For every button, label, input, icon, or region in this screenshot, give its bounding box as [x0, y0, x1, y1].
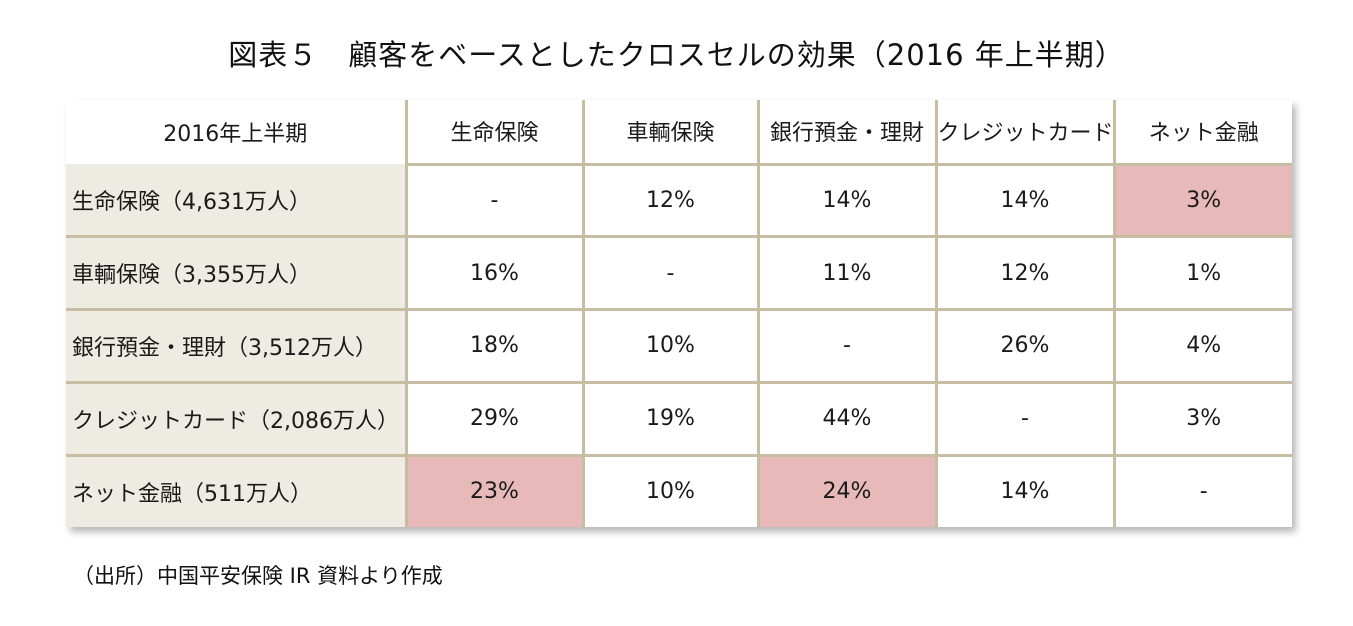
table-cell: -	[934, 380, 1116, 457]
column-header: 銀行預金・理財	[756, 100, 938, 164]
corner-header: 2016年上半期	[66, 100, 408, 164]
cross-sell-table: 2016年上半期 生命保険 車輌保険 銀行預金・理財 クレジットカード ネット金…	[66, 100, 1292, 527]
table-cell: -	[404, 162, 585, 239]
table-cell: 44%	[756, 380, 938, 457]
table-cell: 26%	[934, 308, 1116, 384]
table-row: 銀行預金・理財（3,512万人） 18% 10% -26% 4%	[66, 308, 1292, 384]
table-cell: -	[756, 308, 938, 384]
table-cell: 10%	[581, 453, 760, 527]
page-title: 図表５ 顧客をベースとしたクロスセルの効果（2016 年上半期）	[228, 38, 1125, 72]
table-body: 生命保険（4,631万人） -12% 14% 14% 3% 車輌保険（3,355万人） 16…	[66, 162, 1292, 527]
column-header: 生命保険	[404, 100, 585, 164]
table-cell: 19%	[581, 380, 760, 457]
column-header: ネット金融	[1112, 100, 1292, 164]
table-cell: 16%	[404, 235, 585, 312]
row-header: 生命保険（4,631万人）	[66, 164, 408, 239]
row-header: 銀行預金・理財（3,512万人）	[66, 308, 408, 384]
table-cell: 1%	[1112, 235, 1292, 312]
row-header: 車輌保険（3,355万人）	[66, 235, 408, 312]
table-cell: 14%	[934, 453, 1116, 527]
column-header: 車輌保険	[581, 100, 760, 164]
table-cell: 24%	[756, 453, 938, 527]
column-header: クレジットカード	[934, 100, 1116, 164]
cross-sell-table-container: 2016年上半期 生命保険 車輌保険 銀行預金・理財 クレジットカード ネット金…	[66, 100, 1292, 527]
table-cell: 23%	[404, 453, 585, 527]
table-row: 生命保険（4,631万人） -12% 14% 14% 3%	[66, 162, 1292, 239]
header-row: 2016年上半期 生命保険 車輌保険 銀行預金・理財 クレジットカード ネット金…	[66, 100, 1292, 164]
table-row: ネット金融（511万人） 23% 10% 24% 14% -	[66, 453, 1292, 527]
table-cell: 29%	[404, 380, 585, 457]
table-cell: 14%	[756, 162, 938, 239]
table-cell: 12%	[934, 235, 1116, 312]
table-cell: 3%	[1112, 162, 1292, 239]
table-cell: 3%	[1112, 380, 1292, 457]
table-cell: 11%	[756, 235, 938, 312]
table-row: クレジットカード（2,086万人） 29% 19% 44% -3%	[66, 380, 1292, 457]
row-header: クレジットカード（2,086万人）	[66, 380, 408, 457]
row-header: ネット金融（511万人）	[66, 453, 408, 527]
table-cell: 10%	[581, 308, 760, 384]
table-cell: 12%	[581, 162, 760, 239]
table-cell: 18%	[404, 308, 585, 384]
source-note: （出所）中国平安保険 IR 資料より作成	[73, 564, 443, 588]
table-cell: 14%	[934, 162, 1116, 239]
table-row: 車輌保険（3,355万人） 16% -11% 12% 1%	[66, 235, 1292, 312]
table-cell: -	[1112, 453, 1292, 527]
table-cell: -	[581, 235, 760, 312]
table-cell: 4%	[1112, 308, 1292, 384]
